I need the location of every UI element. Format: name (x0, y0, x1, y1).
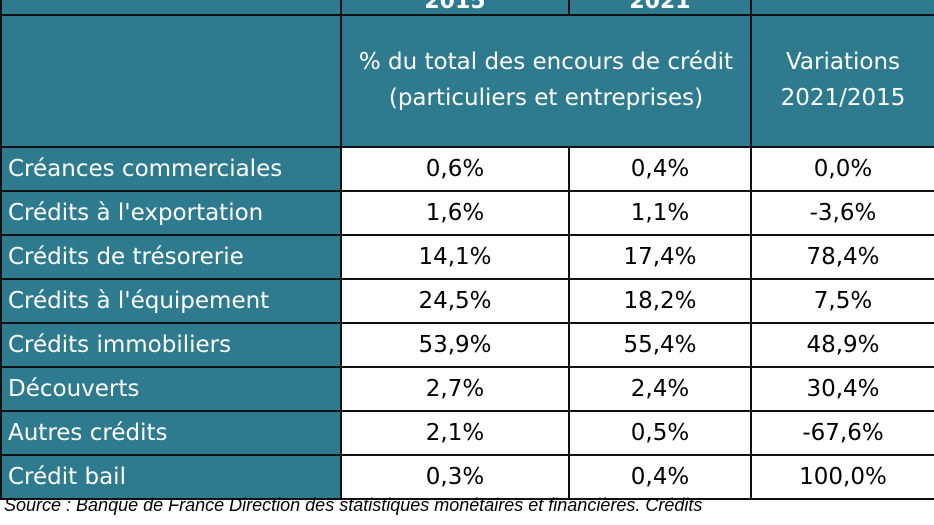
table-row: Découverts 2,7% 2,4% 30,4% (0, 366, 934, 412)
value-2021: 18,2% (568, 278, 752, 324)
value-2021: 1,1% (568, 190, 752, 236)
table-row: Crédits à l'exportation 1,6% 1,1% -3,6% (0, 190, 934, 236)
value-variation: 78,4% (750, 234, 934, 280)
row-label: Crédits immobiliers (0, 322, 342, 368)
value-2021: 2,4% (568, 366, 752, 412)
value-2015: 24,5% (340, 278, 570, 324)
value-variation: 7,5% (750, 278, 934, 324)
value-2021: 17,4% (568, 234, 752, 280)
source-note: Source : Banque de France Direction des … (4, 495, 703, 515)
table-row: Crédit bail 0,3% 0,4% 100,0% (0, 454, 934, 500)
table-row: Crédits à l'équipement 24,5% 18,2% 7,5% (0, 278, 934, 324)
value-2021: 0,4% (568, 146, 752, 192)
table-row: Crédits de trésorerie 14,1% 17,4% 78,4% (0, 234, 934, 280)
column-header-row: % du total des encours de crédit (partic… (0, 14, 934, 148)
value-variation: 0,0% (750, 146, 934, 192)
table-row: Autres crédits 2,1% 0,5% -67,6% (0, 410, 934, 456)
credit-distribution-table: 2015 2021 % du total des encours de créd… (0, 0, 934, 500)
row-label: Crédits à l'équipement (0, 278, 342, 324)
value-2015: 2,7% (340, 366, 570, 412)
value-2021: 0,5% (568, 410, 752, 456)
value-2015: 0,3% (340, 454, 570, 500)
value-2015: 53,9% (340, 322, 570, 368)
share-of-total-header: % du total des encours de crédit (partic… (340, 14, 752, 148)
variation-top-cell (750, 0, 934, 16)
value-variation: -3,6% (750, 190, 934, 236)
row-label: Crédits à l'exportation (0, 190, 342, 236)
row-label: Autres crédits (0, 410, 342, 456)
value-variation: 100,0% (750, 454, 934, 500)
row-label: Créances commerciales (0, 146, 342, 192)
corner-header-cell (0, 14, 342, 148)
value-variation: -67,6% (750, 410, 934, 456)
row-label: Crédit bail (0, 454, 342, 500)
value-2021: 55,4% (568, 322, 752, 368)
value-2015: 0,6% (340, 146, 570, 192)
row-label: Crédits de trésorerie (0, 234, 342, 280)
value-variation: 30,4% (750, 366, 934, 412)
row-label: Découverts (0, 366, 342, 412)
corner-top-cell (0, 0, 342, 16)
value-variation: 48,9% (750, 322, 934, 368)
value-2015: 2,1% (340, 410, 570, 456)
year-2015-header: 2015 (340, 0, 570, 16)
variations-header: Variations 2021/2015 (750, 14, 934, 148)
year-2021-header: 2021 (568, 0, 752, 16)
value-2021: 0,4% (568, 454, 752, 500)
year-header-row: 2015 2021 (0, 0, 934, 16)
table-row: Crédits immobiliers 53,9% 55,4% 48,9% (0, 322, 934, 368)
value-2015: 1,6% (340, 190, 570, 236)
value-2015: 14,1% (340, 234, 570, 280)
table-row: Créances commerciales 0,6% 0,4% 0,0% (0, 146, 934, 192)
